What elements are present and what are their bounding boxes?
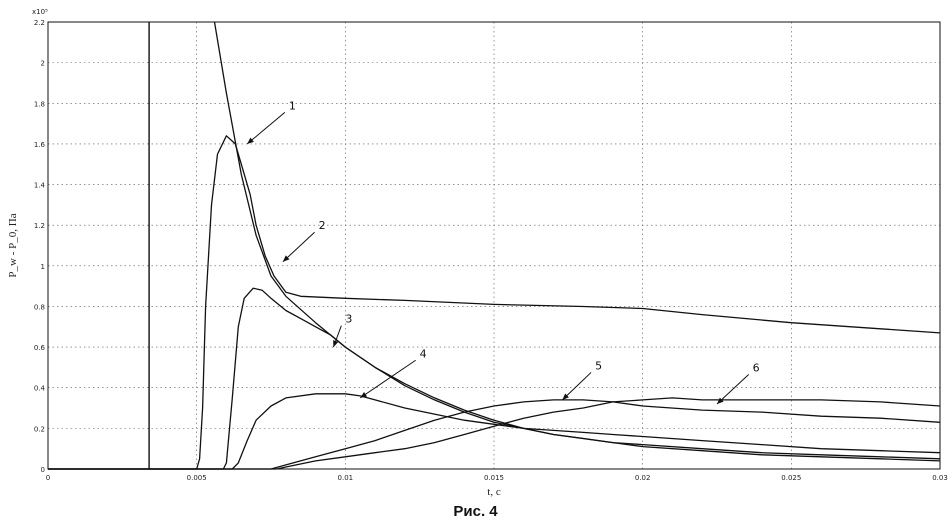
y-tick-label: 0.6 bbox=[34, 344, 46, 352]
y-tick-label: 0 bbox=[41, 466, 45, 474]
x-tick-label: 0.025 bbox=[781, 474, 801, 482]
y-tick-label: 0.8 bbox=[34, 303, 45, 311]
y-multiplier-label: x10⁵ bbox=[32, 8, 48, 16]
annotation-arrow bbox=[282, 231, 315, 263]
y-tick-label: 1 bbox=[41, 263, 45, 271]
y-tick-label: 2 bbox=[41, 60, 45, 68]
annotation-arrowhead bbox=[282, 255, 290, 262]
annotation-arrow bbox=[246, 111, 286, 145]
y-tick-label: 0.2 bbox=[34, 425, 45, 433]
series-line-4 bbox=[48, 393, 941, 470]
y-axis-label: P_w - P_0, Па bbox=[7, 213, 19, 277]
x-axis-label: t, c bbox=[487, 486, 501, 498]
x-tick-label: 0.005 bbox=[187, 474, 207, 482]
annotation-arrow bbox=[716, 374, 750, 405]
chart: 0 0.005 0.01 0.015 0.02 0.025 0.03 0 0.2 0.4 0.6 0.… bbox=[7, 8, 948, 498]
plot-frame bbox=[47, 21, 941, 470]
annotation-label: 5 bbox=[595, 359, 602, 372]
annotation-label: 3 bbox=[345, 313, 352, 326]
y-tick-label: 2.2 bbox=[34, 19, 45, 27]
y-tick-label: 1.2 bbox=[34, 222, 45, 230]
annotation-arrowhead bbox=[562, 393, 569, 400]
tick-labels: 0 0.005 0.01 0.015 0.02 0.025 0.03 0 0.2 0.4 0.6 0.… bbox=[34, 19, 948, 482]
x-tick-label: 0.015 bbox=[484, 474, 504, 482]
series-line-1 bbox=[213, 21, 941, 460]
grid bbox=[48, 22, 940, 469]
series-line-6 bbox=[48, 397, 941, 470]
annotation-label: 2 bbox=[319, 219, 326, 232]
annotation-arrowhead bbox=[333, 340, 339, 348]
x-tick-label: 0.01 bbox=[338, 474, 354, 482]
series-line-3 bbox=[48, 287, 941, 470]
annotation-arrow bbox=[562, 372, 592, 401]
annotation-arrowhead bbox=[247, 137, 254, 144]
series-line-5 bbox=[48, 399, 941, 470]
annotation-arrow bbox=[359, 359, 416, 399]
y-tick-label: 0.4 bbox=[34, 385, 46, 393]
annotation-arrowhead bbox=[717, 397, 724, 404]
x-tick-label: 0 bbox=[46, 474, 50, 482]
series-group bbox=[48, 21, 941, 470]
annotation-label: 4 bbox=[420, 347, 427, 360]
annotations: 1 2 3 4 5 6 bbox=[246, 99, 760, 405]
y-tick-label: 1.4 bbox=[34, 182, 46, 190]
annotation-label: 1 bbox=[289, 99, 296, 112]
figure-caption: Рис. 4 bbox=[453, 503, 498, 520]
x-tick-label: 0.03 bbox=[932, 474, 948, 482]
annotation-arrowhead bbox=[360, 392, 368, 398]
series-line-2 bbox=[48, 135, 941, 470]
y-tick-label: 1.8 bbox=[34, 100, 45, 108]
x-tick-label: 0.02 bbox=[635, 474, 651, 482]
annotation-label: 6 bbox=[753, 361, 760, 374]
y-tick-label: 1.6 bbox=[34, 141, 46, 149]
